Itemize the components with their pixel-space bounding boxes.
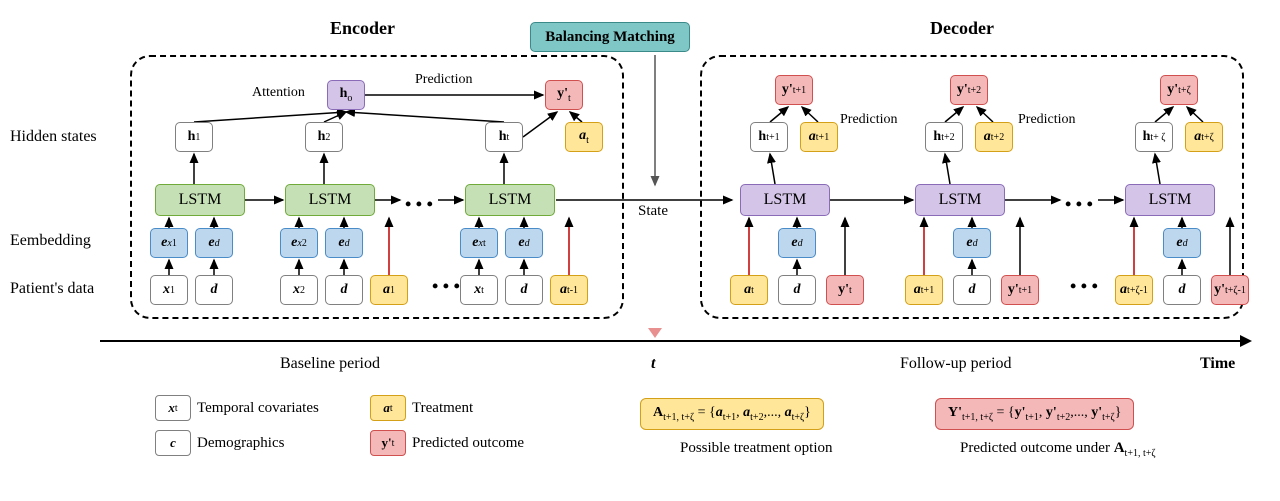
dec-y-box-2: y't+ζ-1 bbox=[1211, 275, 1249, 305]
ed-box-0: ed bbox=[195, 228, 233, 258]
x-box-0: x1 bbox=[150, 275, 188, 305]
dec-a2-box-1: at+2 bbox=[975, 122, 1013, 152]
d-box-2: d bbox=[505, 275, 543, 305]
legend-treatment-text: Treatment bbox=[412, 400, 473, 417]
formula-A-caption: Possible treatment option bbox=[680, 440, 832, 457]
lstm-enc-0: LSTM bbox=[155, 184, 245, 216]
time-label: Time bbox=[1200, 355, 1235, 373]
a-box-2: at-1 bbox=[550, 275, 588, 305]
dec-y-box-0: y't bbox=[826, 275, 864, 305]
dec-d-box-2: d bbox=[1163, 275, 1201, 305]
attention-label: Attention bbox=[252, 85, 305, 101]
ho-box: ho bbox=[327, 80, 365, 110]
at-enc-label: at bbox=[579, 128, 589, 146]
ho-label: ho bbox=[340, 86, 353, 104]
h-box-0: h1 bbox=[175, 122, 213, 152]
x-box-1: x2 bbox=[280, 275, 318, 305]
ed-box-2: ed bbox=[505, 228, 543, 258]
state-label: State bbox=[638, 203, 668, 220]
dec-a-box-1: at+1 bbox=[905, 275, 943, 305]
legend-treatment: at Treatment bbox=[370, 395, 473, 421]
embedding-label: Eembedding bbox=[10, 232, 91, 250]
time-marker bbox=[648, 328, 662, 338]
t-label: t bbox=[651, 355, 655, 373]
dec-h-box-1: ht+2 bbox=[925, 122, 963, 152]
legend-predicted-text: Predicted outcome bbox=[412, 435, 524, 452]
dec-yp-box-1: y't+2 bbox=[950, 75, 988, 105]
dec-ed-box-1: ed bbox=[953, 228, 991, 258]
decoder-title: Decoder bbox=[930, 18, 994, 39]
d-box-1: d bbox=[325, 275, 363, 305]
dec-a2-box-0: at+1 bbox=[800, 122, 838, 152]
balancing-box: Balancing Matching bbox=[530, 22, 690, 52]
yt-enc-label: y't bbox=[557, 86, 571, 104]
lstm-enc-1: LSTM bbox=[285, 184, 375, 216]
legend-temporal: xt Temporal covariates bbox=[155, 395, 319, 421]
dec-a-box-0: at bbox=[730, 275, 768, 305]
prediction-label-dec2: Prediction bbox=[1018, 112, 1076, 128]
prediction-label-enc: Prediction bbox=[415, 72, 473, 88]
dec-d-box-1: d bbox=[953, 275, 991, 305]
dec-a-box-2: at+ζ-1 bbox=[1115, 275, 1153, 305]
dec-a2-box-2: at+ζ bbox=[1185, 122, 1223, 152]
lstm-enc-2: LSTM bbox=[465, 184, 555, 216]
ex-box-2: ext bbox=[460, 228, 498, 258]
dec-h-box-0: ht+1 bbox=[750, 122, 788, 152]
formula-A: At+1, t+ζ = {at+1, at+2,..., at+ζ} bbox=[640, 398, 824, 430]
dots-dec2: • • • bbox=[1070, 276, 1098, 297]
prediction-label-dec1: Prediction bbox=[840, 112, 898, 128]
dec-yp-box-2: y't+ζ bbox=[1160, 75, 1198, 105]
dots-dec: • • • bbox=[1065, 194, 1093, 215]
lstm-dec-0: LSTM bbox=[740, 184, 830, 216]
baseline-label: Baseline period bbox=[280, 355, 380, 373]
dec-y-box-1: y't+1 bbox=[1001, 275, 1039, 305]
legend-predicted: y't Predicted outcome bbox=[370, 430, 524, 456]
legend-demographics: c Demographics bbox=[155, 430, 284, 456]
formula-Y: Y't+1, t+ζ = {y't+1, y't+2,..., y't+ζ} bbox=[935, 398, 1134, 430]
dec-ed-box-0: ed bbox=[778, 228, 816, 258]
a-box-1: a1 bbox=[370, 275, 408, 305]
legend-demographics-text: Demographics bbox=[197, 435, 284, 452]
ex-box-1: ex2 bbox=[280, 228, 318, 258]
x-box-2: xt bbox=[460, 275, 498, 305]
dec-d-box-0: d bbox=[778, 275, 816, 305]
hidden-label: Hidden states bbox=[10, 128, 97, 146]
formula-Y-caption: Predicted outcome under At+1, t+ζ bbox=[960, 440, 1156, 459]
d-box-0: d bbox=[195, 275, 233, 305]
yt-enc-box: y't bbox=[545, 80, 583, 110]
lstm-dec-1: LSTM bbox=[915, 184, 1005, 216]
formula-Y-caption-text: Predicted outcome under bbox=[960, 440, 1114, 456]
followup-label: Follow-up period bbox=[900, 355, 1012, 373]
ed-box-1: ed bbox=[325, 228, 363, 258]
legend-temporal-text: Temporal covariates bbox=[197, 400, 319, 417]
h-box-1: h2 bbox=[305, 122, 343, 152]
dots-enc: • • • bbox=[405, 194, 433, 215]
lstm-dec-2: LSTM bbox=[1125, 184, 1215, 216]
at-enc-box: at bbox=[565, 122, 603, 152]
ex-box-0: ex1 bbox=[150, 228, 188, 258]
dots-enc2: • • • bbox=[432, 276, 460, 297]
dec-yp-box-0: y't+1 bbox=[775, 75, 813, 105]
timeline bbox=[100, 340, 1240, 342]
dec-h-box-2: ht+ ζ bbox=[1135, 122, 1173, 152]
encoder-title: Encoder bbox=[330, 18, 395, 39]
patient-label: Patient's data bbox=[10, 280, 94, 298]
h-box-2: ht bbox=[485, 122, 523, 152]
dec-ed-box-2: ed bbox=[1163, 228, 1201, 258]
